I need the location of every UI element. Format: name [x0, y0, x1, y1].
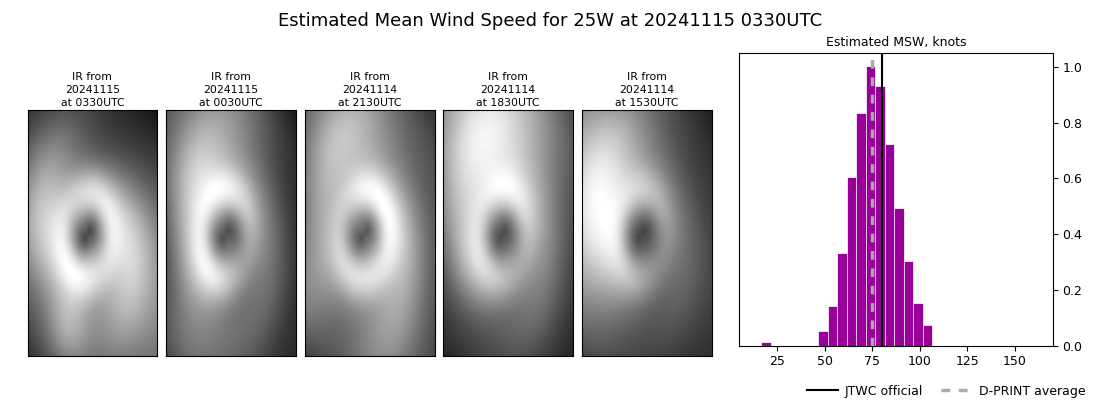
Text: Estimated Mean Wind Speed for 25W at 20241115 0330UTC: Estimated Mean Wind Speed for 25W at 202… — [278, 12, 822, 30]
Bar — [914, 304, 923, 346]
Text: IR from
20241115
at 0330UTC: IR from 20241115 at 0330UTC — [60, 72, 124, 108]
Text: IR from
20241115
at 0030UTC: IR from 20241115 at 0030UTC — [199, 72, 263, 108]
Text: IR from
20241114
at 2130UTC: IR from 20241114 at 2130UTC — [338, 72, 402, 108]
Bar — [904, 262, 913, 346]
Bar — [820, 332, 827, 346]
Legend: JTWC official, D-PRINT average: JTWC official, D-PRINT average — [802, 380, 1090, 403]
Title: Estimated MSW, knots: Estimated MSW, knots — [826, 36, 966, 49]
Bar — [924, 326, 932, 346]
Bar — [828, 307, 837, 346]
Bar — [762, 343, 770, 346]
Bar — [886, 145, 894, 346]
Bar — [847, 178, 856, 346]
Text: IR from
20241114
at 1530UTC: IR from 20241114 at 1530UTC — [615, 72, 679, 108]
Bar — [876, 87, 884, 346]
Text: IR from
20241114
at 1830UTC: IR from 20241114 at 1830UTC — [476, 72, 540, 108]
Bar — [838, 254, 847, 346]
Bar — [867, 67, 876, 346]
Bar — [857, 115, 866, 346]
Bar — [895, 209, 903, 346]
